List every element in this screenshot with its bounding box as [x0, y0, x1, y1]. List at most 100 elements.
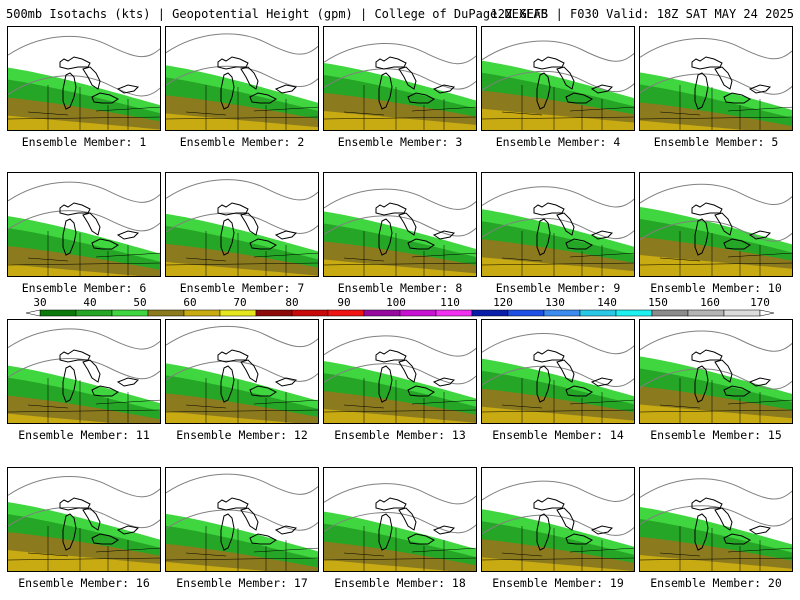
isotach-fill-band	[166, 113, 318, 130]
state-boundary	[411, 399, 476, 405]
colorbar-tick-label: 110	[440, 296, 460, 309]
map-plot	[8, 328, 160, 423]
colorbar-tick-label: 140	[597, 296, 617, 309]
colorbar-segment	[183, 309, 221, 317]
ensemble-member-label: Ensemble Member: 19	[492, 576, 624, 590]
state-boundary	[343, 552, 385, 557]
great-lake-outline	[533, 202, 565, 216]
height-contour	[8, 358, 160, 380]
colorbar-segment	[471, 309, 509, 317]
height-contour	[324, 483, 476, 505]
ensemble-member-label: Ensemble Member: 6	[21, 281, 147, 295]
state-boundary	[8, 116, 160, 120]
state-boundary	[95, 106, 160, 112]
state-boundary	[659, 111, 701, 116]
great-lake-outline	[691, 497, 723, 511]
state-boundary	[727, 547, 792, 553]
great-lake-outline	[91, 385, 119, 397]
ensemble-member-label: Ensemble Member: 9	[495, 281, 621, 295]
isotach-fill-band	[324, 559, 451, 571]
height-contour	[640, 478, 792, 500]
colorbar-tick-label: 150	[648, 296, 668, 309]
colorbar-segment	[111, 309, 149, 317]
isotach-fill-band	[166, 543, 318, 571]
ensemble-panel	[323, 319, 477, 424]
great-lake-outline	[432, 377, 456, 387]
map-plot	[640, 478, 792, 571]
isotach-fill-band	[640, 254, 792, 276]
ensemble-member-label: Ensemble Member: 14	[492, 428, 624, 442]
isotach-fill-band	[166, 411, 295, 423]
state-boundary	[27, 404, 69, 409]
great-lake-outline	[62, 513, 77, 551]
isotach-fill-band	[8, 550, 160, 571]
great-lake-outline	[116, 377, 140, 387]
state-boundary	[8, 262, 160, 266]
map-plot	[482, 186, 634, 276]
colorbar-tick-label: 50	[133, 296, 147, 309]
state-boundary	[324, 116, 476, 120]
chart-title-right: 12Z GEFS | F030 Valid: 18Z SAT MAY 24 20…	[490, 7, 794, 21]
height-contour	[324, 363, 476, 385]
great-lake-outline	[748, 230, 772, 240]
state-boundary	[569, 106, 634, 112]
map-plot	[482, 480, 634, 571]
great-lake-outline	[590, 377, 614, 387]
ensemble-member-label: Ensemble Member: 13	[334, 428, 466, 442]
state-boundary	[95, 399, 160, 405]
great-lake-outline	[407, 92, 435, 104]
height-contour	[482, 365, 634, 387]
ensemble-member-label: Ensemble Member: 4	[495, 135, 621, 149]
great-lake-outline	[240, 507, 259, 531]
great-lake-outline	[62, 218, 77, 256]
height-contour	[166, 360, 318, 382]
great-lake-outline	[536, 218, 551, 256]
great-lake-outline	[82, 359, 101, 383]
great-lake-outline	[91, 238, 119, 250]
great-lake-outline	[432, 84, 456, 94]
colorbar-segment	[399, 309, 437, 317]
state-boundary	[482, 409, 634, 413]
ensemble-member-label: Ensemble Member: 11	[18, 428, 150, 442]
state-boundary	[95, 547, 160, 553]
state-boundary	[324, 409, 476, 413]
ensemble-panel	[481, 467, 635, 572]
ensemble-member-label: Ensemble Member: 16	[18, 576, 150, 590]
great-lake-outline	[714, 507, 733, 531]
great-lake-outline	[82, 66, 101, 90]
ensemble-panel	[639, 319, 793, 424]
great-lake-outline	[59, 202, 91, 216]
state-boundary	[324, 557, 476, 561]
state-boundary	[659, 552, 701, 557]
state-boundary	[659, 257, 701, 262]
colorbar-segment	[219, 309, 257, 317]
great-lake-outline	[220, 72, 235, 110]
state-boundary	[640, 557, 792, 561]
ensemble-panel	[7, 467, 161, 572]
state-boundary	[501, 404, 543, 409]
colorbar-tick-label: 120	[493, 296, 513, 309]
state-boundary	[640, 262, 792, 266]
great-lake-outline	[398, 507, 417, 531]
isotach-fill-band	[324, 111, 476, 130]
ensemble-member-label: Ensemble Member: 2	[179, 135, 305, 149]
isotach-fill-band	[640, 102, 792, 130]
great-lake-outline	[723, 385, 751, 397]
ensemble-panel	[481, 319, 635, 424]
state-boundary	[569, 547, 634, 553]
great-lake-outline	[62, 72, 77, 110]
great-lake-outline	[565, 533, 593, 545]
colorbar-segment	[651, 309, 689, 317]
height-contour	[166, 179, 318, 201]
great-lake-outline	[116, 230, 140, 240]
state-boundary	[185, 111, 227, 116]
great-lake-outline	[556, 66, 575, 90]
great-lake-outline	[378, 218, 393, 256]
great-lake-outline	[220, 218, 235, 256]
colorbar-tick-label: 40	[83, 296, 97, 309]
map-plot	[640, 183, 792, 276]
great-lake-outline	[407, 238, 435, 250]
colorbar-segment	[687, 309, 725, 317]
great-lake-outline	[590, 525, 614, 535]
great-lake-outline	[375, 202, 407, 216]
